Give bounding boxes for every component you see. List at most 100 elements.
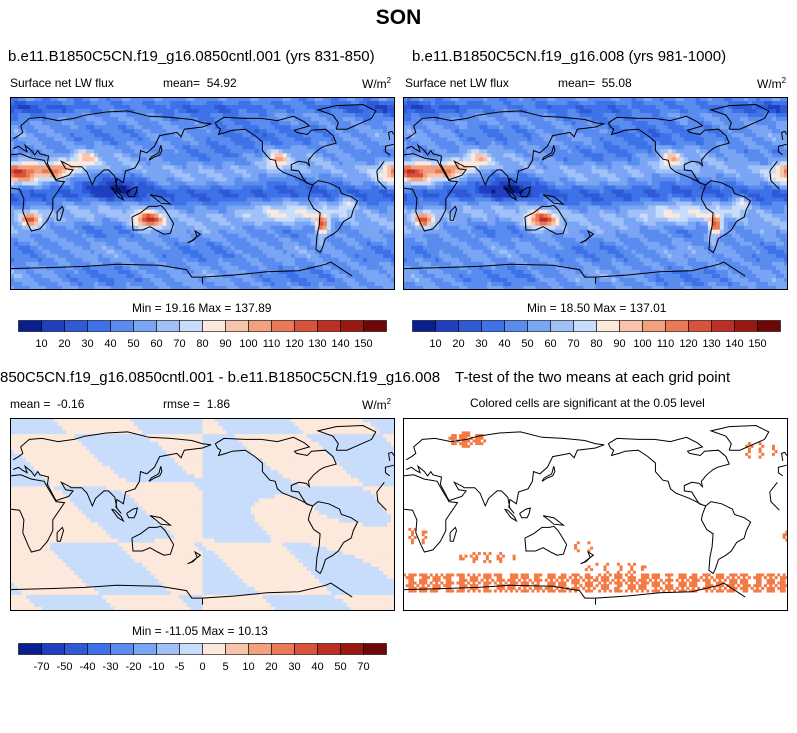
field-cell <box>242 125 248 130</box>
field-cell <box>162 101 167 106</box>
field-cell <box>122 245 127 251</box>
field-cell <box>370 205 376 210</box>
field-cell <box>318 261 324 267</box>
field-cell <box>282 101 288 106</box>
field-cell <box>150 121 155 126</box>
field-cell <box>330 137 336 142</box>
field-cell <box>22 141 27 146</box>
field-cell <box>350 125 356 130</box>
field-cell <box>266 237 272 243</box>
field-cell <box>22 101 27 106</box>
field-cell <box>190 145 195 150</box>
field-cell <box>158 161 163 166</box>
field-cell <box>182 205 187 210</box>
field-cell <box>82 105 87 110</box>
field-cell <box>491 101 496 106</box>
field-cell <box>210 169 215 174</box>
field-cell <box>182 161 187 166</box>
field-cell <box>439 109 444 114</box>
field-cell <box>242 145 248 150</box>
field-cell <box>366 249 372 255</box>
field-cell <box>222 249 227 255</box>
field-cell <box>18 273 23 279</box>
field-cell <box>146 97 151 102</box>
field-cell <box>302 177 308 182</box>
field-cell <box>154 105 159 110</box>
field-cell <box>555 101 560 106</box>
field-cell <box>346 213 352 219</box>
field-cell <box>10 201 15 206</box>
field-cell <box>270 205 276 210</box>
field-cell <box>150 189 155 194</box>
field-cell <box>258 157 264 162</box>
field-cell <box>74 221 79 227</box>
field-cell <box>350 157 356 162</box>
field-cell <box>26 173 31 178</box>
panel1-mean-value: 54.92 <box>206 76 237 90</box>
field-cell <box>298 221 304 227</box>
field-cell <box>74 185 79 190</box>
field-cell <box>54 237 59 243</box>
field-cell <box>138 241 143 247</box>
field-cell <box>114 209 119 214</box>
field-cell <box>134 201 139 206</box>
field-cell <box>246 101 252 106</box>
field-cell <box>318 125 324 130</box>
field-cell <box>210 113 215 118</box>
field-cell <box>70 217 75 223</box>
field-cell <box>118 213 123 219</box>
field-cell <box>194 153 199 158</box>
field-cell <box>38 217 43 223</box>
field-cell <box>302 273 308 279</box>
field-cell <box>607 101 612 106</box>
field-cell <box>78 217 83 223</box>
field-cell <box>238 153 243 158</box>
field-cell <box>230 217 235 223</box>
field-cell <box>330 269 336 275</box>
field-cell <box>178 133 183 138</box>
field-cell <box>326 113 332 118</box>
field-cell <box>358 165 364 170</box>
field-cell <box>166 241 171 247</box>
field-cell <box>146 105 151 110</box>
field-cell <box>322 273 328 279</box>
field-cell <box>346 165 352 170</box>
field-cell <box>166 285 171 290</box>
field-cell <box>543 109 548 114</box>
field-cell <box>266 197 272 202</box>
field-cell <box>198 281 203 287</box>
field-cell <box>74 177 79 182</box>
field-cell <box>290 97 296 102</box>
field-cell <box>142 121 147 126</box>
field-cell <box>250 249 256 255</box>
field-cell <box>254 153 260 158</box>
field-cell <box>38 253 43 259</box>
field-cell <box>198 149 203 154</box>
field-cell <box>222 173 227 178</box>
field-cell <box>246 161 252 166</box>
field-cell <box>350 269 356 275</box>
field-cell <box>102 169 107 174</box>
field-cell <box>182 253 187 259</box>
field-cell <box>46 141 51 146</box>
field-cell <box>362 213 368 219</box>
field-cell <box>58 253 63 259</box>
field-cell <box>306 281 312 287</box>
field-cell <box>142 125 147 130</box>
field-cell <box>150 173 155 178</box>
field-cell <box>206 229 211 235</box>
field-cell <box>86 181 91 186</box>
field-cell <box>150 257 155 263</box>
field-cell <box>18 249 23 255</box>
field-cell <box>322 281 328 287</box>
field-cell <box>362 225 368 231</box>
field-cell <box>258 285 264 290</box>
field-cell <box>262 261 268 267</box>
field-cell <box>42 197 47 202</box>
field-cell <box>330 201 336 206</box>
field-cell <box>290 169 296 174</box>
field-cell <box>274 209 280 214</box>
field-cell <box>114 249 119 255</box>
field-cell <box>194 253 199 259</box>
field-cell <box>214 173 219 178</box>
